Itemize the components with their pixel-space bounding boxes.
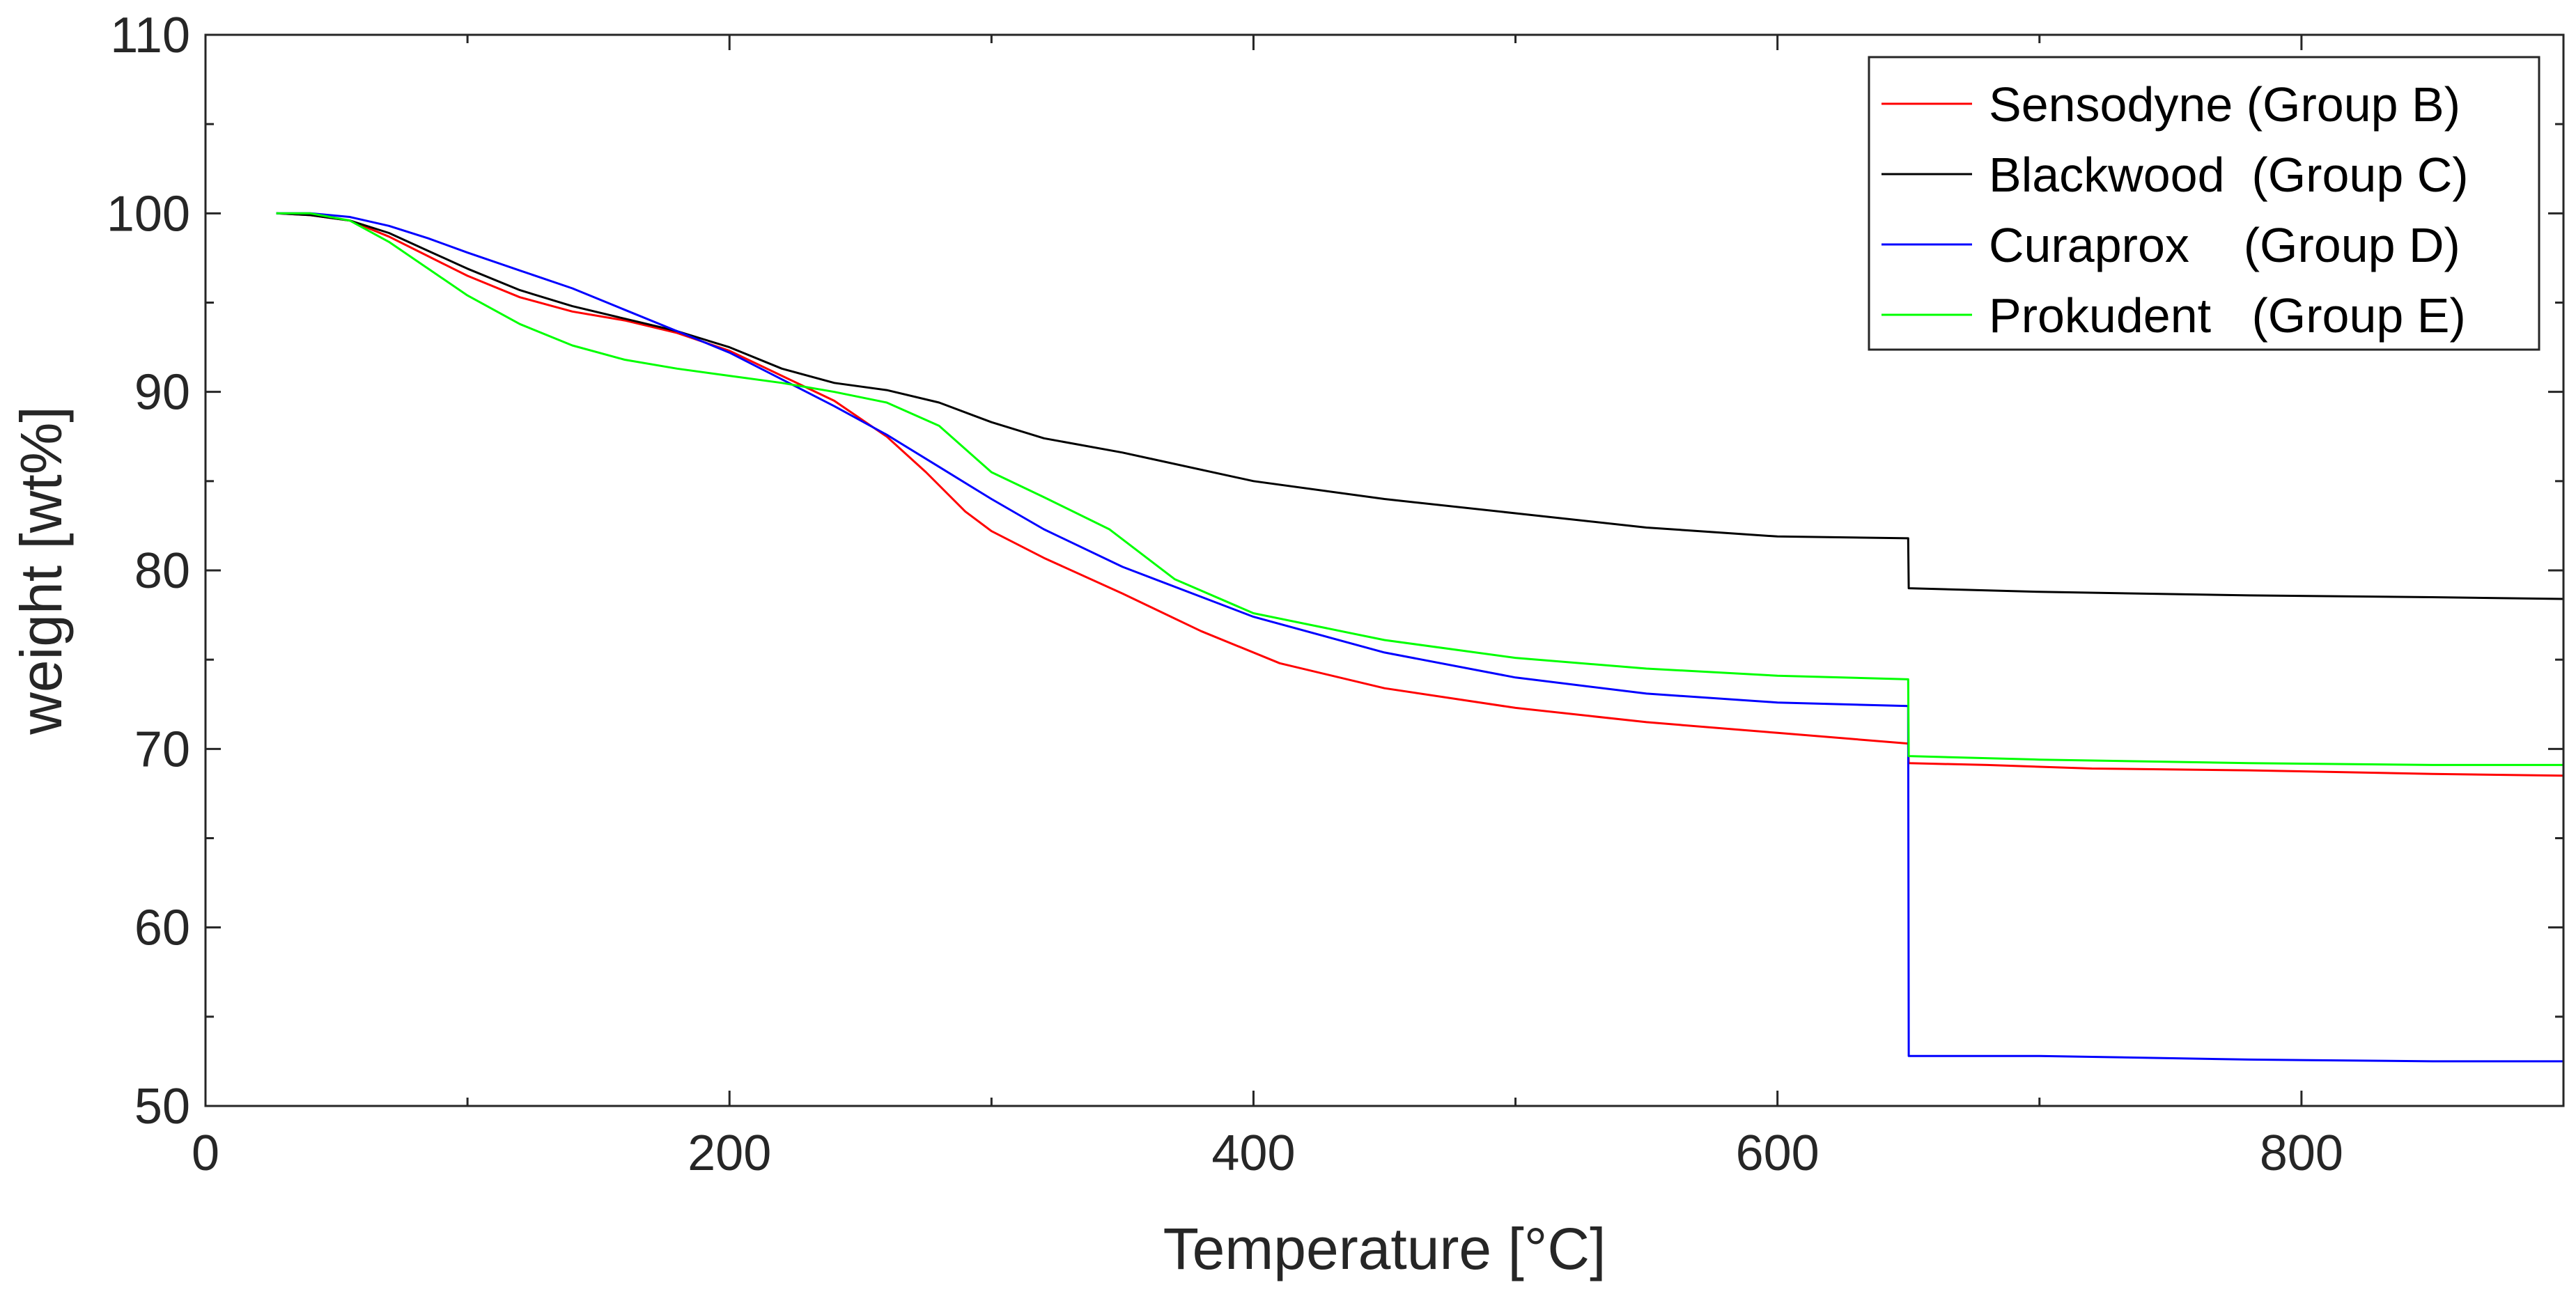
y-tick-label: 80 bbox=[134, 543, 190, 599]
x-tick-label: 400 bbox=[1211, 1125, 1295, 1181]
legend-entry-label: Blackwood (Group C) bbox=[1989, 148, 2469, 202]
y-tick-label: 70 bbox=[134, 722, 190, 777]
y-tick-label: 60 bbox=[134, 901, 190, 956]
x-tick-label: 200 bbox=[688, 1125, 771, 1181]
y-tick-label: 110 bbox=[110, 8, 190, 63]
series-line-3 bbox=[276, 212, 2563, 1063]
x-tick-label: 600 bbox=[1736, 1125, 1820, 1181]
series-line-4 bbox=[276, 212, 2563, 766]
x-axis-label: Temperature [°C] bbox=[1163, 1216, 1606, 1281]
legend-entry-label: Prokudent (Group E) bbox=[1989, 288, 2466, 343]
legend-entry-label: Sensodyne (Group B) bbox=[1989, 77, 2460, 132]
legend: Sensodyne (Group B) Blackwood (Group C) Cu… bbox=[1868, 56, 2540, 351]
y-tick-label: 90 bbox=[134, 365, 190, 421]
axis-layer: 0 200 400 600 800 50 60 70 80 90 100 110 bbox=[107, 8, 2565, 1181]
x-tick-label: 0 bbox=[192, 1125, 219, 1181]
legend-box bbox=[1868, 56, 2540, 351]
y-tick-label: 100 bbox=[107, 186, 190, 242]
x-tick-label: 800 bbox=[2260, 1125, 2343, 1181]
y-tick-label: 50 bbox=[134, 1079, 190, 1135]
series-layer bbox=[276, 212, 2564, 1063]
legend-entry-label: Curaprox (Group D) bbox=[1989, 218, 2460, 272]
series-line-2 bbox=[276, 212, 2564, 600]
y-axis-label: weight [wt%] bbox=[8, 406, 74, 735]
